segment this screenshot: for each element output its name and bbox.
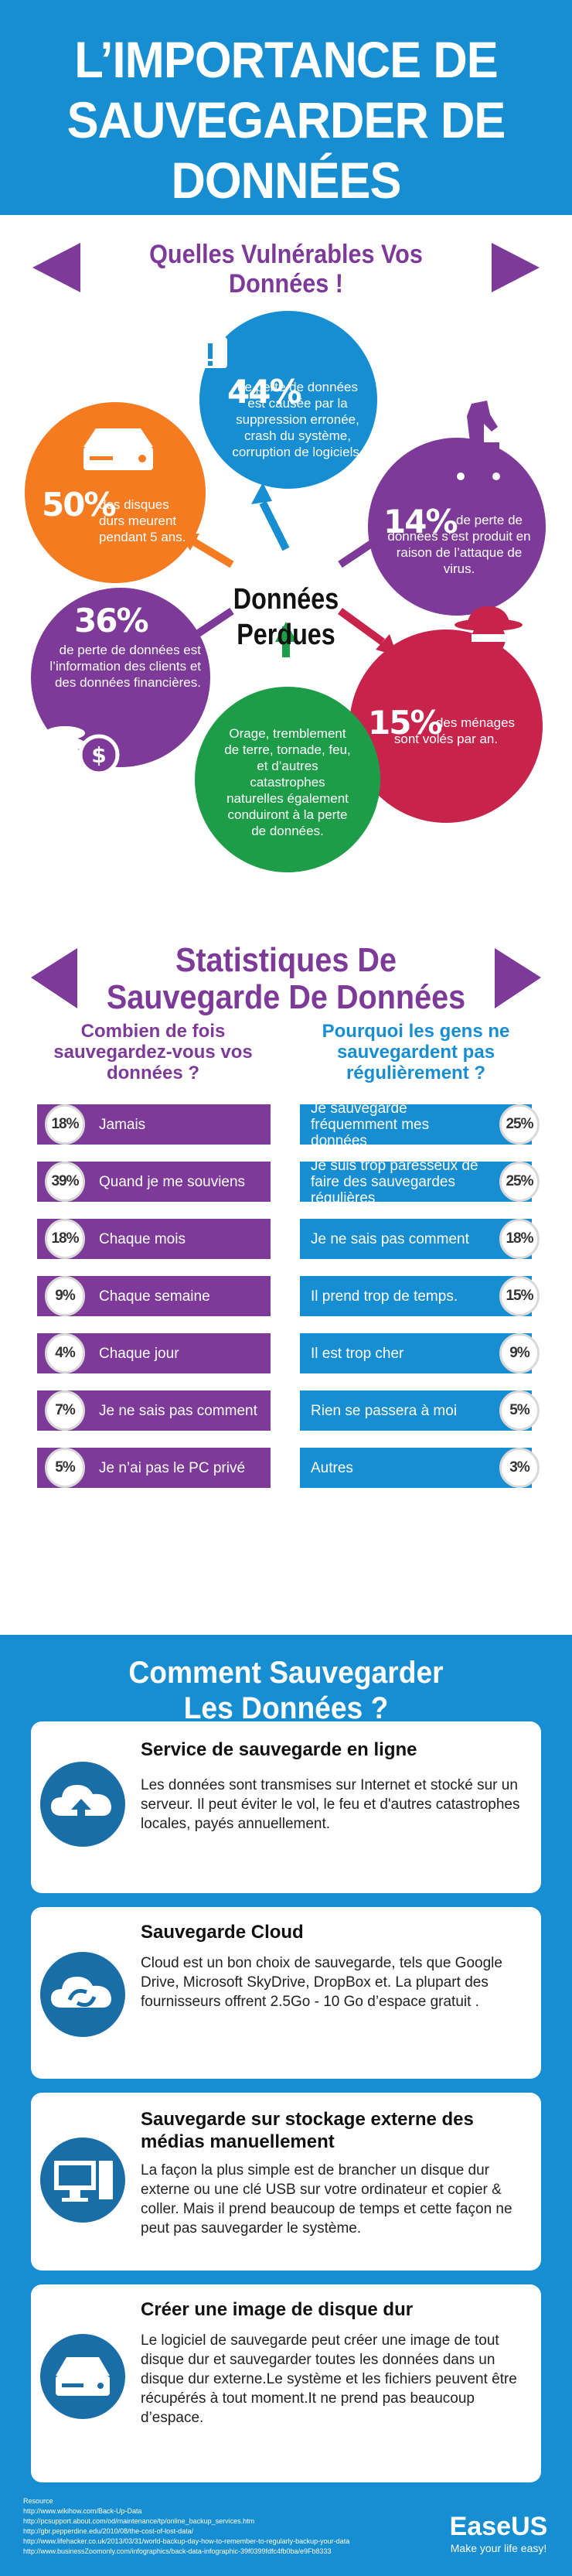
right-stat-percent: 18% <box>499 1219 540 1259</box>
card-cloud-backup-text: Cloud est un bon choix de sauvegarde, te… <box>141 1955 502 2010</box>
right-stat-percent: 5% <box>499 1390 540 1431</box>
left-stat-label: Chaque semaine <box>99 1288 210 1305</box>
bubble-15-text: des ménages sont volés par an. <box>393 715 516 746</box>
right-stat-row: Il prend trop de temps. 15% <box>300 1276 540 1316</box>
center-label: Données Perdues <box>233 583 339 651</box>
right-stat-row: Il est trop cher 9% <box>300 1333 540 1373</box>
left-stat-percent: 7% <box>45 1390 85 1431</box>
brand-name: EaseUS <box>449 2512 548 2541</box>
bubble-14: 14% de perte de données s’est produit en… <box>368 438 546 616</box>
left-stat-row: Chaque mois 18% <box>37 1219 271 1259</box>
stats-title: Statistiques De Sauvegarde De Données <box>106 941 466 1016</box>
brand-tagline: Make your life easy! <box>450 2542 547 2554</box>
right-stat-row: Rien se passera à moi 5% <box>300 1390 540 1431</box>
left-stat-label: Chaque mois <box>99 1230 186 1247</box>
svg-text:$: $ <box>91 742 106 768</box>
sources-list: Resource http://www.wikihow.com/Back-Up-… <box>23 2496 425 2557</box>
brand-logo: EaseUS Make your life easy! <box>433 2512 564 2555</box>
source-link[interactable]: http://pcsupport.about.com/od/maintenanc… <box>23 2517 255 2525</box>
left-stat-row: Chaque jour 4% <box>37 1333 271 1373</box>
coins-icon: $ <box>45 726 120 776</box>
trojan-horse-icon <box>453 401 504 480</box>
hard-drive-icon <box>83 428 153 470</box>
right-stat-percent: 9% <box>499 1333 540 1373</box>
cloud-upload-icon <box>40 1762 125 1847</box>
card-external-storage-title: Sauvegarde sur stockage externe des médi… <box>141 2109 474 2152</box>
ribbon-vulnerabilities <box>32 243 540 292</box>
header-banner: L’IMPORTANCE DE SAUVEGARDER DE DONNÉES <box>0 0 572 215</box>
right-question: Pourquoi les gens ne sauvegardent pas ré… <box>322 1021 510 1083</box>
left-stat-percent: 18% <box>45 1219 85 1259</box>
right-stat-row: Autres 3% <box>300 1448 540 1488</box>
card-online-backup: Service de sauvegarde en ligne Les donné… <box>31 1721 541 1893</box>
right-stat-row: Je sauvegarde fréquemment mes données 25% <box>300 1100 540 1149</box>
source-link[interactable]: http://www.businessZoomonly.com/infograp… <box>23 2547 332 2555</box>
bubble-44-text: de perte de données est causée par la su… <box>232 380 363 459</box>
cloud-sync-icon <box>40 1952 125 2037</box>
left-stat-percent: 4% <box>45 1333 85 1373</box>
bubble-50-pct: 50% <box>42 486 117 524</box>
right-stat-row: Je ne sais pas comment 18% <box>300 1219 540 1259</box>
left-question: Combien de fois sauvegardez-vous vos don… <box>53 1021 253 1083</box>
bubble-14-pct: 14% <box>383 503 458 541</box>
left-stat-label: Je ne sais pas comment <box>99 1402 257 1419</box>
card-cloud-backup: Sauvegarde Cloud Cloud est un bon choix … <box>31 1907 541 2079</box>
left-stat-row: Je ne sais pas comment 7% <box>37 1390 271 1431</box>
right-stat-label: Autres <box>311 1459 353 1476</box>
thief-icon <box>455 606 523 673</box>
source-link[interactable]: http://www.lifehacker.co.uk/2013/03/31/w… <box>23 2537 350 2545</box>
right-stat-label: Rien se passera à moi <box>311 1402 458 1419</box>
left-stat-percent: 39% <box>45 1162 85 1202</box>
card-online-backup-text: Les données sont transmises sur Internet… <box>141 1777 520 1832</box>
bubble-disaster-text: Orage, tremblement de terre, tornade, fe… <box>224 726 351 838</box>
right-stat-label: Je sauvegarde fréquemment mes données <box>311 1100 430 1149</box>
card-disk-image-title: Créer une image de disque dur <box>141 2299 414 2320</box>
bubble-15-pct: 15% <box>368 704 443 742</box>
vulnerabilities-title: Quelles Vulnérables Vos Données ! <box>149 240 423 299</box>
left-stat-percent: 5% <box>45 1448 85 1488</box>
source-link[interactable]: http://gbr.pepperdine.edu/2010/08/the-co… <box>23 2527 194 2535</box>
methods-title: Comment Sauvegarder Les Données ? <box>128 1656 444 1725</box>
left-stat-row: Je n’ai pas le PC privé 5% <box>37 1448 271 1488</box>
left-stat-row: Quand je me souviens 39% <box>37 1162 271 1202</box>
bubble-44: 44% <box>199 311 377 489</box>
warning-icon <box>193 337 227 368</box>
ribbon-stats <box>31 937 541 1022</box>
bubble-disaster: Orage, tremblement de terre, tornade, fe… <box>195 687 380 872</box>
bubble-36-pct: 36% <box>74 602 149 640</box>
bubble-15: 15% des ménages sont volés par an. <box>349 629 543 823</box>
card-disk-image: Créer une image de disque dur Le logicie… <box>31 2284 541 2482</box>
right-stat-percent: 15% <box>499 1276 540 1316</box>
left-stat-label: Jamais <box>99 1116 146 1133</box>
right-stat-percent: 25% <box>499 1104 540 1145</box>
right-stat-label: Je ne sais pas comment <box>311 1230 469 1247</box>
left-stat-percent: 18% <box>45 1104 85 1145</box>
computer-icon <box>40 2138 125 2223</box>
sources-label: Resource <box>23 2497 53 2505</box>
hard-disk-icon <box>40 2334 125 2419</box>
source-link[interactable]: http://www.wikihow.com/Back-Up-Data <box>23 2507 142 2515</box>
card-external-storage-text: La façon la plus simple est de brancher … <box>141 2162 512 2237</box>
card-disk-image-text: Le logiciel de sauvegarde peut créer une… <box>141 2332 517 2426</box>
right-stat-row: Je suis trop paresseux de faire des sauv… <box>300 1157 540 1206</box>
left-stat-label: Chaque jour <box>99 1345 179 1362</box>
card-external-storage: Sauvegarde sur stockage externe des médi… <box>31 2093 541 2271</box>
left-stat-label: Je n’ai pas le PC privé <box>99 1459 246 1476</box>
main-title: L’IMPORTANCE DE SAUVEGARDER DE DONNÉES <box>66 31 506 209</box>
bubble-14-text: de perte de données s’est produit en rai… <box>387 513 531 576</box>
right-stat-percent: 25% <box>499 1162 540 1202</box>
right-stat-label: Il prend trop de temps. <box>311 1288 458 1305</box>
right-stat-label: Il est trop cher <box>311 1345 404 1362</box>
bubble-50-text: des disques durs meurent pendant 5 ans. <box>99 497 186 544</box>
bubble-36-text: de perte de données est l’information de… <box>49 643 201 690</box>
right-stat-label: Je suis trop paresseux de faire des sauv… <box>311 1157 478 1206</box>
left-stat-row: Chaque semaine 9% <box>37 1276 271 1316</box>
right-stat-percent: 3% <box>499 1448 540 1488</box>
bubble-44-pct: 44% <box>227 373 302 411</box>
left-stat-row: Jamais 18% <box>37 1104 271 1145</box>
card-online-backup-title: Service de sauvegarde en ligne <box>141 1739 417 1760</box>
card-cloud-backup-title: Sauvegarde Cloud <box>141 1922 304 1943</box>
left-stat-percent: 9% <box>45 1276 85 1316</box>
left-stat-label: Quand je me souviens <box>99 1173 246 1190</box>
